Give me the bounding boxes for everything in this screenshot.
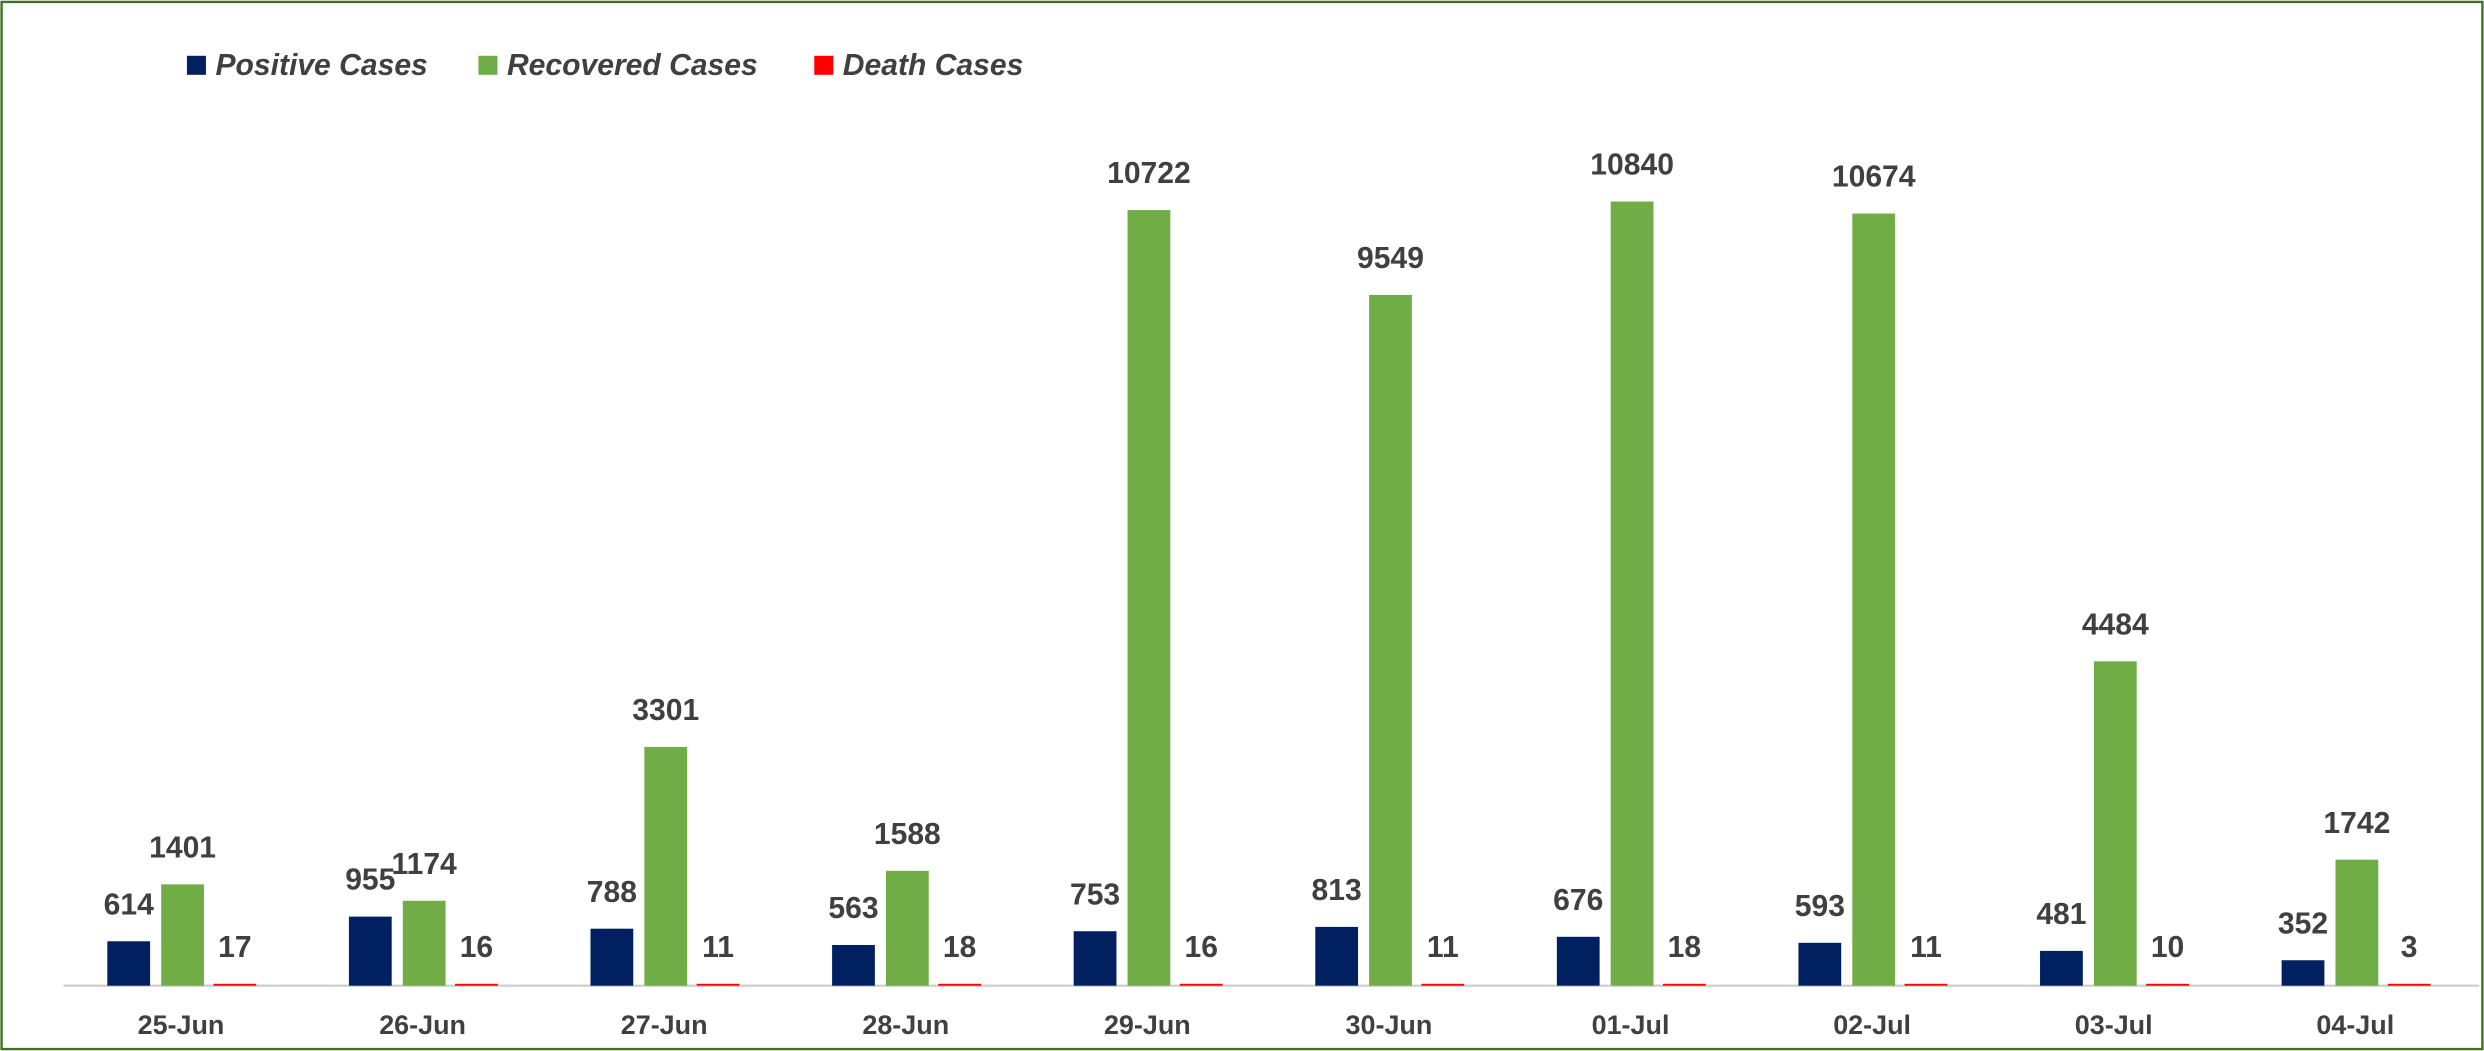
x-tick-label: 30-Jun [1346, 1010, 1433, 1040]
bar [1315, 926, 1359, 986]
legend-label: Death Cases [843, 49, 1024, 82]
data-label: 10722 [1107, 157, 1191, 190]
bar [1073, 931, 1117, 986]
bar [2281, 960, 2325, 986]
bar [832, 944, 875, 986]
bar [1904, 983, 1948, 986]
bar [213, 983, 257, 986]
bar [938, 983, 982, 986]
legend-swatch [186, 55, 206, 75]
data-label: 11 [1427, 931, 1459, 964]
x-tick-label: 29-Jun [1104, 1010, 1191, 1040]
legend-label: Positive Cases [215, 49, 427, 82]
legend-label: Recovered Cases [507, 49, 758, 82]
bar [402, 900, 446, 986]
data-label: 3301 [632, 694, 699, 727]
data-label: 16 [460, 931, 493, 964]
data-label: 11 [1910, 931, 1942, 964]
data-label: 10 [2151, 931, 2184, 964]
bar [161, 884, 204, 986]
bar [2093, 661, 2137, 986]
bar [455, 983, 498, 986]
data-label: 1588 [874, 818, 941, 851]
data-label: 17 [218, 931, 251, 964]
data-label: 10674 [1832, 161, 1916, 194]
data-label: 813 [1312, 874, 1362, 907]
data-label: 4484 [2082, 608, 2149, 641]
legend-swatch [814, 55, 834, 75]
data-label: 18 [1668, 931, 1701, 964]
bar [2146, 983, 2189, 986]
bar [2387, 983, 2431, 986]
bar [348, 916, 392, 986]
bar [1556, 936, 1600, 986]
bar [1421, 983, 1465, 986]
bar [1610, 201, 1654, 986]
x-tick-label: 28-Jun [862, 1010, 949, 1040]
bar [1369, 294, 1412, 986]
data-label: 352 [2278, 907, 2328, 940]
bar [644, 746, 688, 986]
data-label: 9549 [1357, 242, 1424, 275]
data-label: 16 [1184, 931, 1217, 964]
bar [1798, 942, 1842, 986]
data-label: 753 [1070, 878, 1120, 911]
x-tick-label: 02-Jul [1833, 1010, 1911, 1040]
bar [1127, 210, 1171, 986]
bar [885, 870, 929, 986]
data-label: 676 [1553, 884, 1603, 917]
data-label: 563 [828, 892, 878, 925]
data-label: 788 [587, 876, 637, 909]
legend-swatch [478, 55, 498, 75]
data-label: 11 [702, 931, 734, 964]
x-tick-label: 03-Jul [2075, 1010, 2153, 1040]
bar [1852, 213, 1896, 986]
bar [2040, 950, 2083, 986]
data-label: 1174 [392, 848, 458, 881]
x-tick-label: 26-Jun [379, 1010, 466, 1040]
x-tick-label: 27-Jun [621, 1010, 708, 1040]
data-label: 1742 [2323, 807, 2390, 840]
bar [696, 983, 740, 986]
data-label: 614 [104, 888, 154, 921]
data-label: 955 [345, 864, 395, 897]
data-label: 3 [2401, 931, 2418, 964]
bar [2335, 859, 2379, 986]
x-tick-label: 04-Jul [2316, 1010, 2394, 1040]
data-label: 10840 [1590, 149, 1674, 182]
data-label: 18 [943, 931, 976, 964]
bar [1179, 983, 1223, 986]
x-tick-label: 01-Jul [1592, 1010, 1670, 1040]
data-label: 593 [1795, 890, 1845, 923]
bar [107, 941, 151, 986]
data-label: 1401 [149, 831, 216, 864]
bar [1662, 983, 1706, 986]
x-tick-label: 25-Jun [138, 1010, 225, 1040]
bar [590, 928, 634, 986]
data-label: 481 [2036, 898, 2086, 931]
